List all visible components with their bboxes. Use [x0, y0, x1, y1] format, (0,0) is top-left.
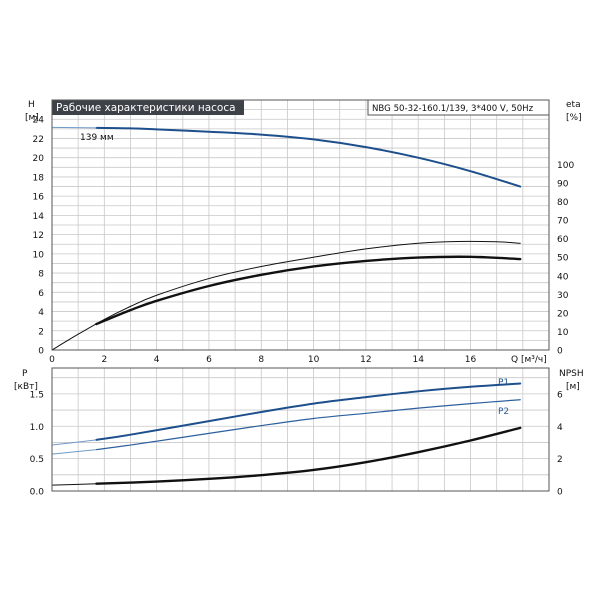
bottom-frame — [51, 367, 550, 492]
y2-tick-label: 100 — [557, 161, 574, 171]
npsh-axis-title: NPSH — [559, 369, 584, 379]
top-series — [51, 126, 522, 351]
chart-title: Рабочие характеристики насоса — [56, 102, 236, 114]
y-tick-label: 14 — [33, 212, 45, 222]
y-tick-label: 6 — [38, 289, 44, 299]
model-label: NBG 50-32-160.1/139, 3*400 V, 50Hz — [372, 104, 534, 114]
y-tick-label: 0 — [38, 347, 44, 357]
power-tick-label: 1.0 — [30, 423, 45, 433]
y-tick-label: 20 — [33, 154, 45, 164]
y2-tick-label: 20 — [557, 309, 569, 319]
power-tick-label: 1.5 — [30, 390, 44, 400]
npsh-tick-label: 6 — [557, 390, 563, 400]
y-tick-label: 2 — [38, 327, 44, 337]
y2-tick-label: 50 — [557, 254, 569, 264]
x-tick-label: 8 — [258, 355, 264, 365]
x-tick-label: 10 — [308, 355, 320, 365]
power-axis-unit: [кВт] — [14, 382, 38, 392]
x-tick-label: 16 — [465, 355, 477, 365]
y2-tick-label: 0 — [557, 347, 563, 357]
y2-tick-label: 60 — [557, 235, 569, 245]
series-line-extension-P1 — [51, 439, 97, 446]
x-tick-label: 12 — [360, 355, 371, 365]
series-line-head — [95, 126, 522, 188]
power-tick-label: 0.5 — [30, 455, 44, 465]
series-line-P1 — [95, 382, 522, 441]
power-axis-title: P — [22, 369, 28, 379]
series-line-extension-npsh — [51, 483, 97, 486]
title-bar — [52, 100, 244, 115]
x-tick-label: 2 — [101, 355, 107, 365]
x-tick-label: 6 — [206, 355, 212, 365]
x-tick-label: 4 — [154, 355, 160, 365]
top-grid — [52, 100, 549, 350]
y2-tick-label: 70 — [557, 217, 569, 227]
y-tick-label: 24 — [33, 116, 45, 126]
y2-axis-unit: [%] — [566, 113, 582, 123]
y-axis-title: H — [28, 100, 35, 110]
bottom-series — [51, 382, 522, 486]
y2-axis-title: eta — [566, 100, 581, 110]
x-axis-label: Q [м³/ч] — [511, 355, 547, 365]
y-tick-label: 18 — [33, 173, 45, 183]
y-axis-unit: [м] — [25, 113, 39, 123]
power-tick-label: 0.0 — [30, 488, 45, 498]
x-tick-label: 0 — [49, 355, 55, 365]
y-tick-label: 8 — [38, 270, 44, 280]
top-frame — [51, 99, 550, 351]
npsh-axis-unit: [м] — [566, 382, 580, 392]
x-tick-label: 14 — [412, 355, 424, 365]
series-line-efficiency — [51, 240, 521, 351]
y-tick-label: 12 — [33, 231, 44, 241]
y-tick-label: 22 — [33, 135, 44, 145]
y2-tick-label: 10 — [557, 328, 569, 338]
series-line-efficiency-2 — [95, 255, 522, 326]
y-tick-label: 16 — [33, 193, 45, 203]
y2-tick-label: 30 — [557, 291, 569, 301]
npsh-tick-label: 2 — [557, 455, 563, 465]
y2-tick-label: 90 — [557, 179, 569, 189]
series-line-extension-P2 — [51, 449, 97, 455]
series-label-p1: P1 — [498, 378, 509, 388]
y-tick-label: 10 — [33, 250, 45, 260]
series-label-p2: P2 — [498, 407, 509, 417]
impeller-annotation: 139 мм — [80, 133, 114, 143]
npsh-tick-label: 0 — [557, 488, 563, 498]
labels: 0246810121416182022240102030405060708090… — [30, 116, 575, 498]
y2-tick-label: 40 — [557, 272, 569, 282]
y2-tick-label: 80 — [557, 198, 569, 208]
y-tick-label: 4 — [38, 308, 44, 318]
series-line-P2 — [95, 399, 521, 451]
series-line-npsh — [95, 426, 522, 485]
npsh-tick-label: 4 — [557, 423, 563, 433]
